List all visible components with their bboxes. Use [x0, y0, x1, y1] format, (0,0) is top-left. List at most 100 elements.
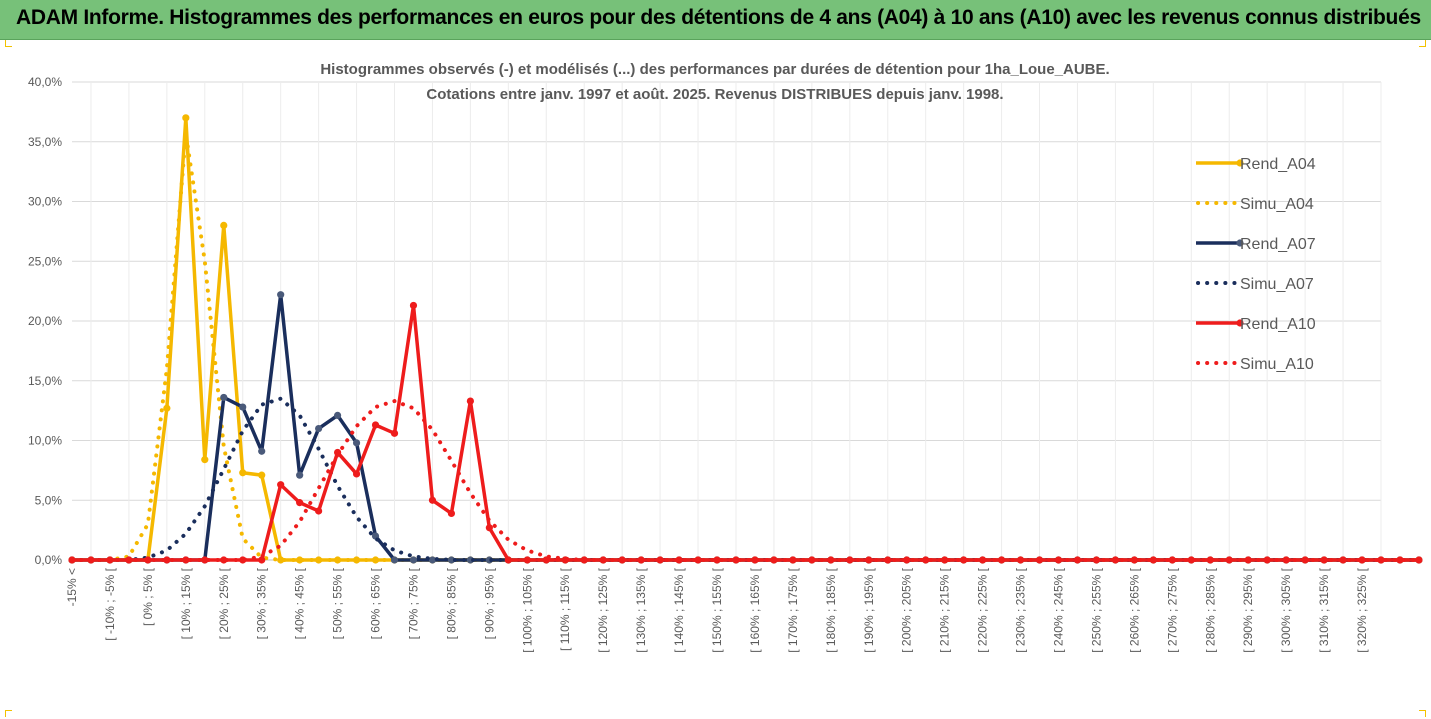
- series-lines: [68, 114, 1423, 564]
- x-tick-label: [ 220% ; 225% [: [976, 567, 990, 652]
- x-tick-label: [ 200% ; 205% [: [900, 567, 914, 652]
- legend-item: Simu_A10: [1196, 356, 1314, 373]
- chart-title-line: Cotations entre janv. 1997 et août. 2025…: [426, 86, 1003, 103]
- selection-handle: [1419, 40, 1426, 47]
- y-tick-label: 5,0%: [35, 493, 63, 507]
- data-point: [296, 556, 304, 564]
- data-point: [371, 421, 380, 429]
- x-tick-label: [ 40% ; 45% [: [293, 567, 307, 639]
- y-tick-label: 25,0%: [28, 254, 62, 268]
- x-tick-label: [ 130% ; 135% [: [634, 567, 648, 652]
- x-tick-label: [ 230% ; 235% [: [1014, 567, 1028, 652]
- x-tick-label: [ 30% ; 35% [: [255, 567, 269, 639]
- data-point: [428, 496, 437, 504]
- x-tick-label: [ 80% ; 85% [: [444, 567, 458, 639]
- legend-label: Rend_A07: [1240, 236, 1316, 253]
- x-tick-label: [ 50% ; 55% [: [331, 567, 345, 639]
- x-tick-label: [ 160% ; 165% [: [748, 567, 762, 652]
- data-point: [277, 291, 285, 299]
- data-point: [1415, 556, 1423, 564]
- grid-lines: [72, 81, 1382, 561]
- data-point: [960, 556, 968, 564]
- series-simu-a10: [70, 398, 1421, 562]
- data-point: [390, 429, 399, 437]
- x-tick-label: [ 0% ; 5% [: [141, 567, 155, 626]
- data-point: [182, 556, 190, 564]
- legend: Rend_A04 Simu_A04 Rend_A07 Simu_A07 Rend_A10…: [1196, 156, 1316, 373]
- x-tick-label: [ 270% ; 275% [: [1165, 567, 1179, 652]
- x-tick-label: [ 210% ; 215% [: [938, 567, 952, 652]
- data-point: [258, 447, 266, 455]
- data-point: [694, 556, 702, 564]
- x-tick-label: [ 320% ; 325% [: [1355, 567, 1369, 652]
- data-point: [296, 499, 304, 507]
- data-point: [163, 404, 171, 412]
- data-point: [409, 556, 418, 564]
- legend-label: Simu_A07: [1240, 276, 1314, 293]
- x-tick-label: [ 20% ; 25% [: [217, 567, 231, 639]
- data-point: [523, 556, 531, 564]
- data-point: [239, 403, 247, 411]
- x-tick-label: [ 300% ; 305% [: [1279, 567, 1293, 652]
- x-tick-label: [ 70% ; 75% [: [406, 567, 420, 639]
- chart-title: Histogrammes observés (-) et modélisés (…: [320, 61, 1109, 103]
- data-point: [1149, 556, 1157, 564]
- data-point: [220, 221, 228, 229]
- legend-label: Simu_A04: [1240, 196, 1314, 213]
- x-tick-label: [ 180% ; 185% [: [824, 567, 838, 652]
- data-point: [220, 556, 228, 564]
- legend-item: Simu_A04: [1196, 196, 1314, 213]
- y-axis-ticks: 0,0% 5,0% 10,0% 15,0% 20,0% 25,0% 30,0% 35,0% 40…: [28, 75, 62, 567]
- selection-handle: [5, 710, 12, 717]
- y-tick-label: 10,0%: [28, 434, 62, 448]
- x-tick-label: [ 10% ; 15% [: [179, 567, 193, 639]
- legend-label: Rend_A04: [1240, 156, 1316, 173]
- legend-label: Simu_A10: [1240, 356, 1314, 373]
- data-point: [504, 556, 512, 564]
- x-tick-label: [ 110% ; 115% [: [558, 567, 572, 651]
- data-point: [352, 470, 361, 478]
- data-point: [390, 556, 399, 564]
- data-point: [751, 556, 759, 564]
- data-point: [201, 556, 209, 564]
- data-point: [277, 481, 285, 489]
- data-point: [1377, 556, 1385, 564]
- data-point: [903, 556, 911, 564]
- y-tick-label: 35,0%: [28, 135, 62, 149]
- y-tick-label: 30,0%: [28, 195, 62, 209]
- data-point: [258, 556, 266, 564]
- data-point: [1187, 556, 1195, 564]
- chart-area: 0,0% 5,0% 10,0% 15,0% 20,0% 25,0% 30,0% 35,0% 40…: [0, 40, 1431, 719]
- data-point: [979, 556, 987, 564]
- x-tick-label: [ 90% ; 95% [: [482, 567, 496, 639]
- legend-marker: [1236, 159, 1244, 167]
- series-line: [72, 292, 1419, 562]
- data-point: [1168, 556, 1176, 564]
- data-point: [296, 471, 304, 479]
- chart-title-line: Histogrammes observés (-) et modélisés (…: [320, 61, 1109, 78]
- y-tick-label: 20,0%: [28, 314, 62, 328]
- report-title: ADAM Informe. Histogrammes des performan…: [16, 6, 1421, 29]
- legend-label: Rend_A10: [1240, 316, 1316, 333]
- series-rend-a10: [68, 301, 1423, 564]
- x-tick-label: [ 250% ; 255% [: [1089, 567, 1103, 652]
- data-point: [352, 439, 361, 447]
- x-tick-label: [ 310% ; 315% [: [1317, 567, 1331, 652]
- x-tick-label: [ 280% ; 285% [: [1203, 567, 1217, 652]
- legend-marker: [1236, 239, 1244, 247]
- data-point: [277, 556, 285, 564]
- x-tick-label: -15% <: [65, 568, 79, 606]
- data-point: [941, 556, 949, 564]
- data-point: [922, 556, 930, 564]
- legend-item: Rend_A10: [1196, 316, 1316, 333]
- data-point: [409, 301, 418, 310]
- data-point: [163, 556, 171, 564]
- data-point: [732, 556, 740, 564]
- data-point: [182, 114, 190, 122]
- x-tick-label: [ 260% ; 265% [: [1127, 567, 1141, 652]
- data-point: [220, 393, 228, 402]
- data-point: [1358, 556, 1366, 564]
- histogram-chart: 0,0% 5,0% 10,0% 15,0% 20,0% 25,0% 30,0% 35,0% 40…: [28, 61, 1423, 653]
- x-tick-label: [ 140% ; 145% [: [672, 567, 686, 652]
- data-point: [315, 507, 323, 515]
